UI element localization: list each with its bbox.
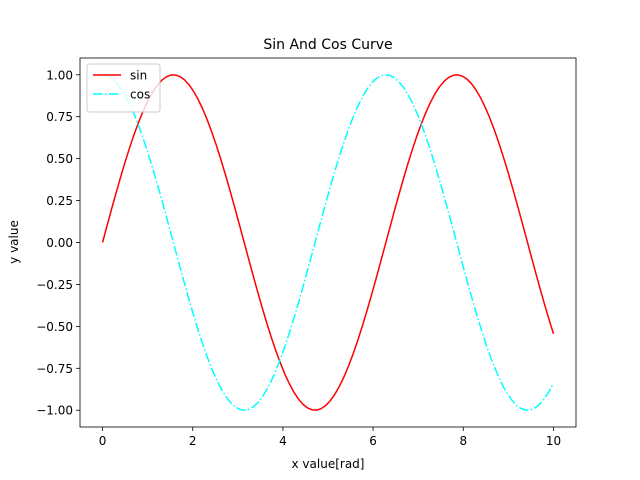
y-axis-label: y value bbox=[7, 220, 21, 264]
x-tick-label: 6 bbox=[369, 434, 377, 448]
axes-background bbox=[80, 58, 576, 427]
x-tick-label: 10 bbox=[546, 434, 561, 448]
legend: sin cos bbox=[86, 63, 161, 113]
x-tick-label: 4 bbox=[279, 434, 287, 448]
x-tick-label: 8 bbox=[459, 434, 467, 448]
plot-area bbox=[79, 57, 577, 428]
y-tick-label: −0.75 bbox=[36, 362, 73, 376]
y-tick-label: −1.00 bbox=[36, 404, 73, 418]
y-tick-label: −0.25 bbox=[36, 278, 73, 292]
series-layer bbox=[101, 74, 555, 411]
y-tick-label: 0.75 bbox=[46, 110, 73, 124]
y-axis: −1.00 −0.75 −0.50 −0.25 0.00 0.25 0.50 0.75 1.00 bbox=[36, 68, 80, 418]
legend-label-sin: sin bbox=[130, 69, 147, 83]
legend-label-cos: cos bbox=[130, 88, 150, 102]
y-tick-label: 1.00 bbox=[46, 68, 73, 82]
x-axis-label: x value[rad] bbox=[292, 457, 365, 471]
y-tick-label: 0.00 bbox=[46, 236, 73, 250]
y-tick-label: 0.25 bbox=[46, 194, 73, 208]
x-tick-label: 2 bbox=[189, 434, 197, 448]
series-line-sin bbox=[101, 74, 555, 411]
y-tick-label: 0.50 bbox=[46, 152, 73, 166]
x-axis: 0 2 4 6 8 10 bbox=[99, 427, 561, 448]
x-tick-label: 0 bbox=[99, 434, 107, 448]
chart-title: Sin And Cos Curve bbox=[263, 37, 392, 53]
series-line-cos bbox=[102, 74, 555, 411]
y-tick-label: −0.50 bbox=[36, 320, 73, 334]
legend-box bbox=[86, 63, 161, 113]
